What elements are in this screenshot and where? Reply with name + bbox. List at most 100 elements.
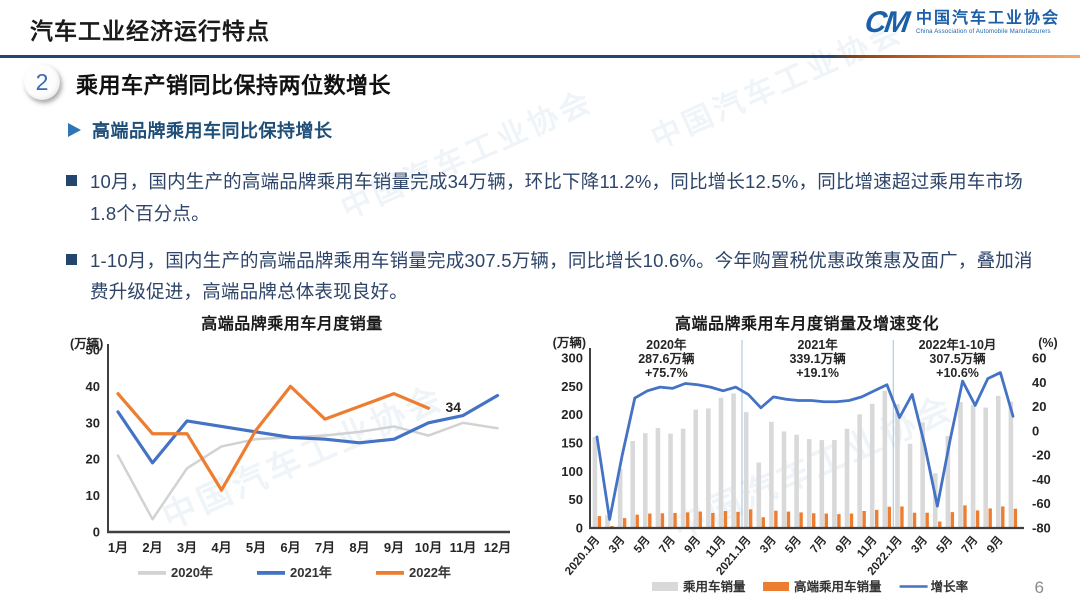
bar-乘用车销量: [869, 403, 875, 528]
bar-高端乘用车销量: [723, 511, 728, 528]
bar-高端乘用车销量: [774, 510, 778, 528]
bar-高端乘用车销量: [786, 511, 791, 528]
bar-高端乘用车销量: [950, 512, 955, 528]
bar-高端乘用车销量: [761, 517, 765, 528]
x-tick-label: 2月: [142, 540, 162, 555]
bar-乘用车销量: [769, 421, 774, 528]
left-axis-unit-label: (万辆): [553, 336, 586, 350]
bar-乘用车销量: [605, 515, 610, 528]
bar-高端乘用车销量: [862, 511, 866, 528]
bar-高端乘用车销量: [648, 513, 652, 528]
list-item: 10月，国内生产的高端品牌乘用车销量完成34万辆，环比下降11.2%，同比增长1…: [66, 166, 1034, 230]
bar-乘用车销量: [781, 431, 787, 528]
caam-logo-icon: CM: [863, 6, 911, 39]
bar-高端乘用车销量: [875, 509, 879, 528]
bar-高端乘用车销量: [963, 505, 967, 528]
x-tick-label: 2020.1月: [562, 534, 602, 578]
right-tick-label: -20: [1032, 448, 1051, 463]
bar-乘用车销量: [693, 409, 699, 528]
bar-高端乘用车销量: [673, 512, 677, 528]
left-tick-label: 50: [569, 492, 583, 507]
legend-label: 2022年: [409, 565, 451, 580]
year-annotation: +10.6%: [936, 366, 979, 380]
x-tick-label: 9月: [984, 534, 1005, 556]
line-chart-canvas: (万辆) 0 10 20 30 40 50 1月 2月 3月 4月 5月 6月 7月 8月 9月 10月 11月 1…: [70, 336, 511, 580]
right-tick-label: 60: [1032, 351, 1046, 366]
year-annotation: 339.1万辆: [789, 351, 846, 366]
bar-乘用车销量: [1008, 401, 1014, 528]
bar-乘用车销量: [819, 440, 825, 528]
series-line-增长率: [595, 371, 1015, 521]
bar-高端乘用车销量: [711, 512, 715, 528]
x-tick-label: 10月: [415, 540, 442, 555]
x-tick-label: 7月: [315, 540, 335, 555]
left-tick-label: 200: [561, 407, 583, 422]
x-tick-label: 8月: [349, 540, 369, 555]
right-tick-label: 0: [1032, 423, 1039, 438]
bar-高端乘用车销量: [812, 513, 816, 528]
bar-高端乘用车销量: [900, 506, 904, 528]
bar-高端乘用车销量: [748, 509, 753, 528]
year-annotation: +75.7%: [645, 366, 688, 380]
chart-title: 高端品牌乘用车月度销量: [201, 316, 383, 333]
bullet-text: 10月，国内生产的高端品牌乘用车销量完成34万辆，环比下降11.2%，同比增长1…: [90, 171, 1023, 224]
left-tick-label: 100: [561, 464, 583, 479]
section-number: 2: [35, 68, 49, 95]
bar-乘用车销量: [731, 393, 736, 528]
sub-heading-text: 高端品牌乘用车同比保持增长: [92, 121, 333, 141]
y-tick-label: 0: [93, 525, 100, 540]
x-tick-label: 12月: [484, 540, 511, 555]
legend-swatch-2022年: [376, 571, 404, 575]
legend-swatch-2021年: [257, 571, 285, 575]
bar-高端乘用车销量: [660, 513, 665, 528]
logo-org-name-cn: 中国汽车工业协会: [915, 10, 1060, 28]
bar-乘用车销量: [832, 440, 837, 528]
bar-高端乘用车销量: [622, 518, 627, 528]
sub-heading: 高端品牌乘用车同比保持增长: [68, 117, 333, 143]
y-tick-label: 20: [86, 452, 100, 467]
right-tick-label: -80: [1032, 521, 1051, 536]
chart-monthly-premium-sales: 高端品牌乘用车月度销量 (万辆) 0 10 20 30 40 50 1月 2月 3月 4月 5月 6月 7…: [62, 310, 522, 584]
x-tick-label: 3月: [177, 540, 197, 555]
bar-乘用车销量: [630, 440, 636, 528]
bar-乘用车销量: [920, 422, 925, 528]
x-tick-label: 4月: [211, 540, 231, 555]
page-title: 汽车工业经济运行特点: [30, 18, 270, 44]
chart-title: 高端品牌乘用车月度销量及增速变化: [674, 316, 939, 333]
bar-高端乘用车销量: [685, 512, 690, 528]
x-tick-label: 11月: [854, 534, 879, 560]
x-tick-label: 1月: [108, 540, 128, 555]
x-tick-label: 5月: [246, 540, 266, 555]
legend-label: 高端乘用车销量: [794, 579, 882, 594]
bullet-list: 10月，国内生产的高端品牌乘用车销量完成34万辆，环比下降11.2%，同比增长1…: [66, 166, 1034, 323]
legend-swatch-乘用车销量: [652, 582, 678, 591]
y-tick-label: 40: [86, 379, 100, 394]
list-item: 1-10月，国内生产的高端品牌乘用车销量完成307.5万辆，同比增长10.6%。…: [66, 245, 1034, 309]
bar-高端乘用车销量: [635, 514, 639, 528]
page-number: 6: [1034, 578, 1044, 597]
legend-label: 乘用车销量: [682, 579, 746, 594]
y-axis-unit-label: (万辆): [70, 336, 103, 351]
bar-乘用车销量: [983, 407, 988, 528]
x-tick-label: 7月: [808, 534, 829, 556]
y-tick-label: 10: [86, 488, 100, 503]
bar-高端乘用车销量: [938, 521, 942, 528]
x-tick-label: 9月: [833, 534, 854, 556]
left-tick-label: 0: [576, 521, 583, 536]
bar-高端乘用车销量: [698, 511, 702, 528]
bar-高端乘用车销量: [1013, 508, 1018, 528]
bar-乘用车销量: [668, 433, 673, 528]
bar-高端乘用车销量: [1001, 506, 1005, 528]
bar-乘用车销量: [617, 468, 623, 528]
data-point-label: 34: [446, 399, 462, 415]
x-tick-label: 9月: [682, 534, 703, 556]
bar-乘用车销量: [895, 404, 900, 528]
bar-乘用车销量: [857, 414, 862, 528]
bar-乘用车销量: [958, 402, 963, 528]
series-line-2020年: [116, 421, 499, 521]
year-annotation: 2021年: [797, 337, 838, 352]
legend-label: 2021年: [290, 565, 332, 580]
bullet-text: 1-10月，国内生产的高端品牌乘用车销量完成307.5万辆，同比增长10.6%。…: [90, 249, 1033, 303]
bar-乘用车销量: [794, 434, 799, 528]
bar-乘用车销量: [882, 390, 888, 528]
